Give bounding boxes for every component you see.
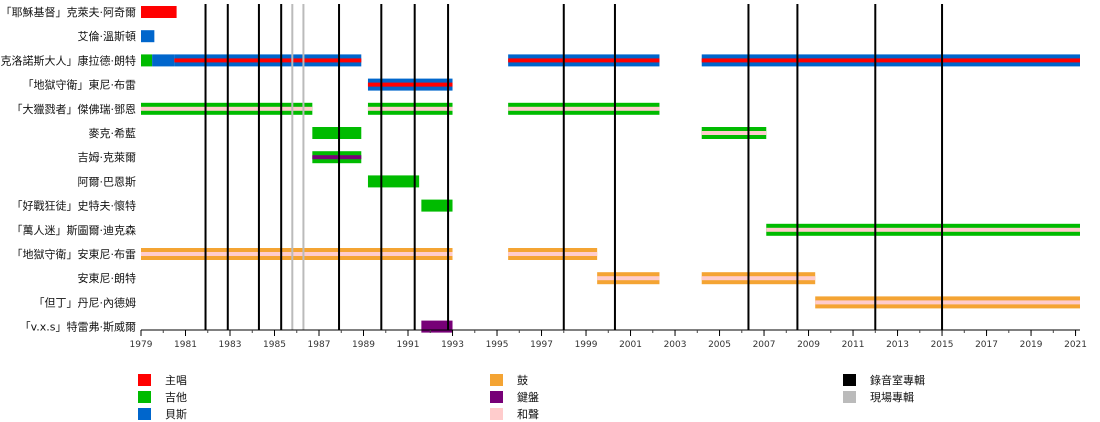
member-bar-inner-backing: [701, 276, 816, 281]
legend-label-live: 現場專輯: [870, 391, 914, 404]
legend-swatch-drums: [490, 374, 503, 386]
album-lines: [204, 4, 944, 330]
x-tick-label: 2021: [1064, 340, 1087, 350]
member-bar-inner-vocals: [508, 58, 660, 63]
member-label: 麥克·希藍: [89, 126, 137, 140]
member-label: 「萬人迷」斯圖爾·迪克森: [12, 223, 137, 237]
x-tick-label: 2015: [931, 340, 954, 350]
x-tick-label: 1993: [441, 340, 464, 350]
legend-swatch-vocals: [138, 374, 151, 386]
member-label: 「大獵戮者」傑佛瑞·鄧恩: [12, 102, 137, 116]
member-label: 安東尼·朗特: [78, 271, 137, 285]
member-label: 「但丁」丹尼·內德姆: [34, 295, 137, 309]
member-bar-inner-backing: [701, 131, 767, 135]
x-tick-label: 2009: [797, 340, 820, 350]
x-tick-label: 2001: [619, 340, 642, 350]
member-bar-inner-vocals: [174, 58, 362, 63]
member-label: 「地獄守衛」東尼·布雷: [23, 78, 137, 92]
member-bar-inner-keyboards: [312, 155, 362, 160]
x-tick-label: 2007: [753, 340, 776, 350]
x-tick-label: 2019: [1020, 340, 1043, 350]
legend-label-vocals: 主唱: [165, 374, 187, 387]
legend-swatch-keyboards: [490, 391, 503, 403]
member-bar-inner-backing: [597, 276, 660, 281]
legend-item-studio: 錄音室專輯: [843, 372, 925, 388]
member-bar-inner-backing: [367, 106, 453, 111]
member-bar-bass: [152, 54, 175, 67]
x-tick-label: 2003: [664, 340, 687, 350]
timeline-chart: 「耶穌基督」克萊夫·阿奇爾艾倫·溫斯頓克洛諾斯大人」康拉德·朗特「地獄守衛」東尼…: [1, 4, 1087, 350]
member-bar-vocals: [141, 6, 177, 18]
legend-label-studio: 錄音室專輯: [870, 374, 925, 387]
legend-label-drums: 鼓: [517, 374, 528, 387]
legend-item-guitar: 吉他: [138, 389, 187, 405]
member-bar-guitar: [421, 199, 453, 212]
legend-item-backing: 和聲: [490, 406, 539, 422]
member-bar-guitar: [312, 127, 362, 139]
legend-item-keyboards: 鍵盤: [490, 389, 539, 405]
member-label: 「耶穌基督」克萊夫·阿奇爾: [1, 5, 137, 19]
member-bar-inner-backing: [508, 252, 598, 256]
x-tick-label: 1979: [130, 340, 153, 350]
x-tick-label: 2005: [708, 340, 731, 350]
x-tick-label: 1997: [530, 340, 553, 350]
legend-label-backing: 和聲: [517, 408, 539, 421]
x-tick-label: 1989: [352, 340, 375, 350]
legend-item-live: 現場專輯: [843, 389, 914, 405]
legend-swatch-studio: [843, 374, 856, 386]
member-bar-guitar: [141, 54, 153, 67]
legend-swatch-live: [843, 391, 856, 403]
x-tick-label: 1983: [219, 340, 242, 350]
legend-swatch-bass: [138, 408, 151, 420]
legend-item-vocals: 主唱: [138, 372, 187, 388]
legend-swatch-backing: [490, 408, 503, 420]
x-tick-label: 1991: [397, 340, 420, 350]
member-bar-inner-vocals: [367, 82, 453, 87]
member-label: 艾倫·溫斯頓: [78, 29, 137, 43]
legend-label-guitar: 吉他: [165, 391, 187, 404]
member-bar-inner-backing: [141, 106, 313, 111]
legend-label-bass: 貝斯: [165, 408, 187, 421]
member-bars: [141, 6, 1080, 333]
member-bar-bass: [141, 30, 155, 43]
member-label: 「好戰狂徒」史特夫·懷特: [12, 199, 137, 213]
member-bar-inner-backing: [815, 300, 1080, 305]
member-label: 「v.x.s」特雷弗·斯威爾: [20, 320, 136, 334]
member-labels: 「耶穌基督」克萊夫·阿奇爾艾倫·溫斯頓克洛諾斯大人」康拉德·朗特「地獄守衛」東尼…: [1, 5, 137, 334]
x-axis: 1979 1981 1983 1985 1987 1989 1991 1993 1995 1997…: [130, 329, 1087, 350]
legend-item-drums: 鼓: [490, 372, 528, 388]
member-label: 阿爾·巴恩斯: [78, 175, 137, 188]
legend-label-keyboards: 鍵盤: [517, 391, 539, 404]
x-tick-label: 2011: [842, 340, 865, 350]
member-bar-inner-backing: [766, 227, 1080, 232]
member-bar-inner-backing: [508, 106, 660, 111]
x-tick-label: 1981: [174, 340, 197, 350]
x-tick-label: 1995: [486, 340, 509, 350]
member-label: 吉姆·克萊爾: [78, 150, 137, 164]
member-bar-guitar: [367, 175, 420, 188]
x-tick-label: 1987: [308, 340, 331, 350]
legend: 主唱 吉他 貝斯 鼓 鍵盤 和聲 錄音室專輯 現場專輯: [0, 372, 1100, 422]
member-label: 「地獄守衛」安東尼·布雷: [12, 247, 137, 261]
x-tick-label: 1985: [263, 340, 286, 350]
x-tick-label: 2013: [886, 340, 909, 350]
member-label: 克洛諾斯大人」康拉德·朗特: [1, 53, 137, 67]
legend-swatch-guitar: [138, 391, 151, 403]
legend-item-bass: 貝斯: [138, 406, 187, 422]
member-bar-inner-backing: [141, 252, 453, 256]
x-tick-label: 1999: [575, 340, 598, 350]
x-tick-label: 2017: [975, 340, 998, 350]
member-bar-inner-vocals: [701, 58, 1080, 63]
